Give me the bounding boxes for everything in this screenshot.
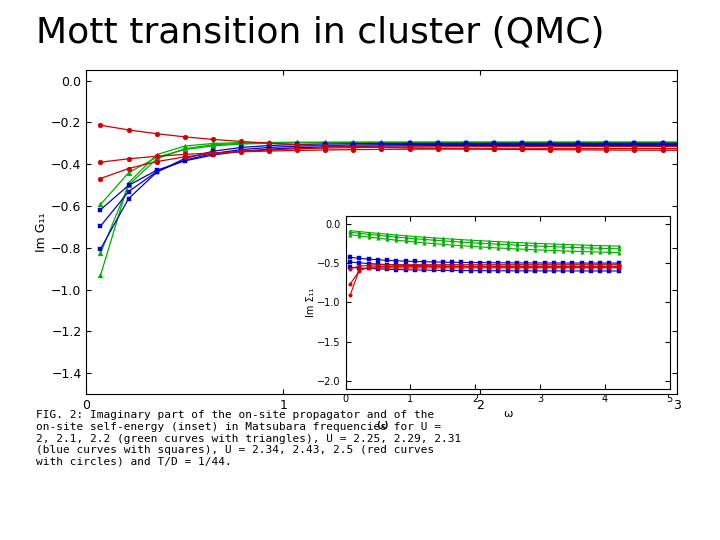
- X-axis label: ω: ω: [376, 417, 387, 431]
- Y-axis label: Im G₁₁: Im G₁₁: [35, 212, 48, 252]
- Y-axis label: Im Σ₁₁: Im Σ₁₁: [306, 288, 316, 317]
- Text: FIG. 2: Imaginary part of the on-site propagator and of the
on-site self-energy : FIG. 2: Imaginary part of the on-site pr…: [36, 410, 462, 467]
- X-axis label: ω: ω: [503, 409, 513, 419]
- Text: Mott transition in cluster (QMC): Mott transition in cluster (QMC): [36, 16, 605, 50]
